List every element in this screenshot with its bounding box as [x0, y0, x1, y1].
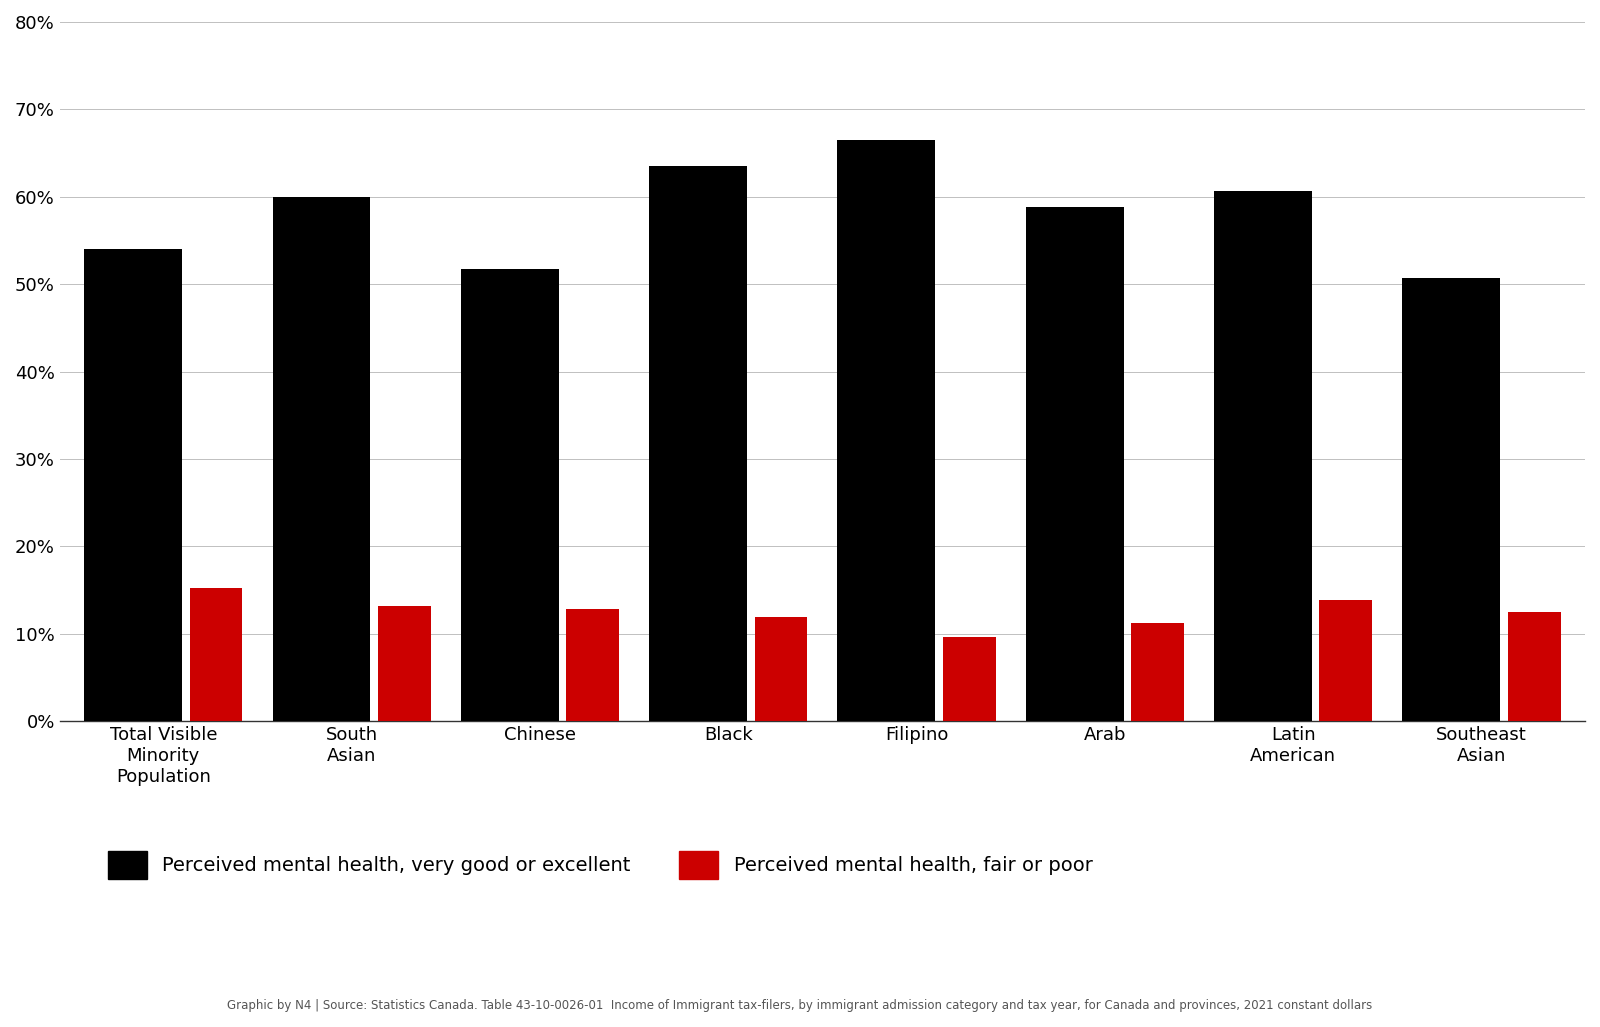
- Bar: [461, 269, 558, 721]
- Bar: [837, 140, 936, 721]
- Bar: [942, 637, 995, 721]
- Bar: [272, 197, 371, 721]
- Bar: [190, 588, 242, 721]
- Bar: [755, 617, 808, 721]
- Legend: Perceived mental health, very good or excellent, Perceived mental health, fair o: Perceived mental health, very good or ex…: [99, 843, 1101, 886]
- Bar: [1214, 191, 1312, 721]
- Bar: [378, 606, 430, 721]
- Text: Graphic by N4 | Source: Statistics Canada. Table 43-10-0026-01  Income of Immigr: Graphic by N4 | Source: Statistics Canad…: [227, 998, 1373, 1012]
- Bar: [566, 609, 619, 721]
- Bar: [1026, 207, 1123, 721]
- Bar: [1320, 600, 1373, 721]
- Bar: [1507, 612, 1560, 721]
- Bar: [85, 250, 182, 721]
- Bar: [1402, 278, 1501, 721]
- Bar: [1131, 622, 1184, 721]
- Bar: [650, 166, 747, 721]
